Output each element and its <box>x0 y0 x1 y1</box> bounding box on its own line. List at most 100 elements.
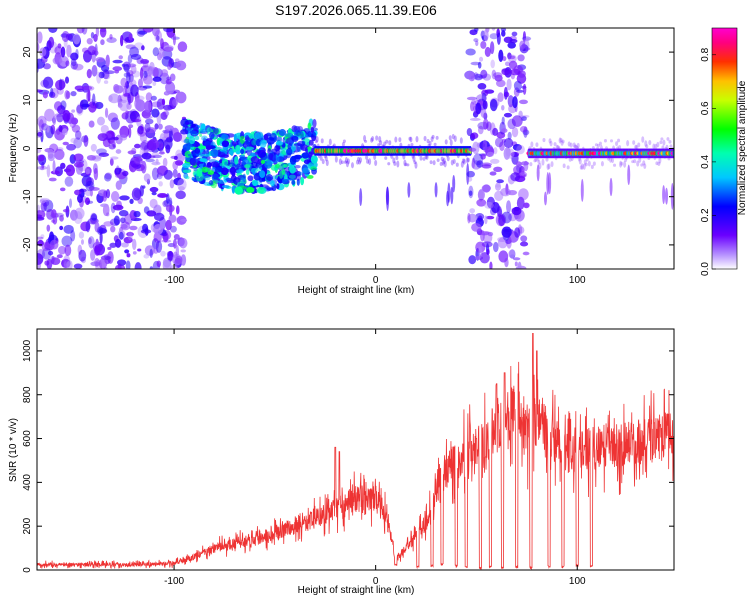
spectrogram-cell <box>501 226 512 238</box>
spectrogram-cell <box>201 135 208 141</box>
spectrogram-cell <box>468 255 477 265</box>
spectrogram-ytick-label: -20 <box>22 237 33 252</box>
spectrogram-cell <box>105 188 111 199</box>
colorbar-tick-label: 0.6 <box>700 101 711 115</box>
spectrogram-cell <box>219 163 225 167</box>
spectrogram-cell <box>239 135 245 144</box>
spectrogram-cell <box>113 136 119 141</box>
spectrogram-cell <box>623 160 627 168</box>
colorbar-tick-label: 0.2 <box>700 208 711 222</box>
spectrogram-cell <box>159 142 164 150</box>
spectrogram-cell <box>415 136 419 143</box>
spectrogram-cell <box>211 173 219 180</box>
spectrogram-cell <box>426 139 430 144</box>
spectrogram-cell <box>208 180 214 186</box>
spectrogram-cell <box>70 52 79 61</box>
spectrogram-cell <box>180 254 187 266</box>
spectrogram-cell <box>161 98 166 106</box>
spectrogram-cell <box>620 161 624 166</box>
spectrogram-cell <box>73 211 83 225</box>
spectrogram-cell <box>519 99 528 105</box>
spectrogram-cell <box>44 108 55 122</box>
spectrogram-cell <box>246 186 255 193</box>
spectrogram-cell <box>103 70 115 75</box>
spectrogram-cell <box>70 61 78 70</box>
spectrogram-cell <box>645 144 649 149</box>
spectrogram-cell <box>523 202 530 209</box>
spectrogram-cell <box>156 172 163 180</box>
spectrogram-cell <box>170 225 177 233</box>
spectrogram-xtick-label: 0 <box>373 275 379 286</box>
spectrogram-cell <box>546 171 550 195</box>
spectrogram-cell <box>291 179 296 185</box>
spectrogram-cell <box>91 65 98 77</box>
spectrogram-cell <box>156 173 162 178</box>
spectrogram-cell <box>518 188 529 201</box>
spectrogram-cell <box>110 156 119 160</box>
spectrogram-cell <box>162 157 168 168</box>
spectrogram-cell <box>46 224 51 232</box>
spectrogram-cell <box>236 169 244 174</box>
spectrogram-cell <box>163 28 174 33</box>
spectrogram-cell <box>128 124 134 129</box>
spectrogram-cell <box>110 191 120 202</box>
spectrogram-cell <box>131 70 141 78</box>
spectrogram-cell <box>78 231 85 239</box>
spectrogram-cell <box>145 92 153 102</box>
spectrogram-cell <box>221 133 229 140</box>
spectrogram-cell <box>238 158 242 165</box>
spectrogram-cell <box>520 161 530 166</box>
spectrogram-cell <box>156 138 165 152</box>
spectrogram-cell <box>379 140 383 146</box>
spectrogram-cell <box>204 153 211 157</box>
spectrogram-cell <box>225 169 232 173</box>
spectrogram-cell <box>48 177 57 182</box>
spectrogram-cell <box>279 147 288 157</box>
spectrogram-cell <box>375 135 379 141</box>
spectrogram-cell <box>143 70 148 78</box>
spectrogram-cell <box>479 231 490 236</box>
spectrogram-cell <box>225 177 233 182</box>
spectrogram-cell <box>63 260 68 269</box>
spectrogram-cell <box>48 36 55 49</box>
spectrogram-cell <box>37 216 45 221</box>
spectrogram-cell <box>270 180 275 187</box>
spectrogram-cell <box>485 215 495 220</box>
spectrogram-cell <box>497 92 504 103</box>
spectrogram-cell <box>250 152 256 157</box>
spectrogram-cell <box>633 159 637 164</box>
spectrogram-cell <box>611 157 615 163</box>
spectrogram-cell <box>631 160 635 164</box>
spectrogram-cell <box>409 136 413 143</box>
spectrogram-cell <box>160 38 164 50</box>
spectrogram-cell <box>137 248 142 252</box>
spectrogram-cell <box>523 126 528 138</box>
spectrogram-cell <box>513 80 522 91</box>
spectrogram-cell <box>91 213 98 221</box>
spectrogram-cell <box>489 158 500 164</box>
spectrogram-cell <box>514 261 518 267</box>
spectrogram-cell <box>498 214 506 227</box>
spectrogram-cell <box>141 45 145 51</box>
snr-ytick-label: 600 <box>22 430 33 447</box>
spectrogram-cell <box>145 158 155 163</box>
spectrogram-cell <box>221 184 230 189</box>
spectrogram-cell <box>370 137 374 143</box>
spectrogram-cell <box>137 125 144 135</box>
spectrogram-cell <box>511 31 518 37</box>
spectrogram-cell <box>495 184 501 188</box>
spectrogram-cell <box>450 159 454 166</box>
spectrogram-cell <box>149 198 158 209</box>
spectrogram-cell <box>173 155 178 160</box>
spectrogram-cell <box>164 125 174 131</box>
spectrogram-cell <box>493 147 498 155</box>
spectrogram-cell <box>295 130 302 137</box>
spectrogram-ytick-label: -10 <box>22 189 33 204</box>
spectrogram-cell <box>61 30 70 43</box>
spectrogram-cell <box>509 38 518 44</box>
spectrogram-cell <box>522 31 527 43</box>
spectrogram-cell <box>474 28 479 32</box>
spectrogram-cell <box>80 239 84 245</box>
spectrogram-cell <box>83 134 89 147</box>
spectrogram-cell <box>477 61 482 69</box>
